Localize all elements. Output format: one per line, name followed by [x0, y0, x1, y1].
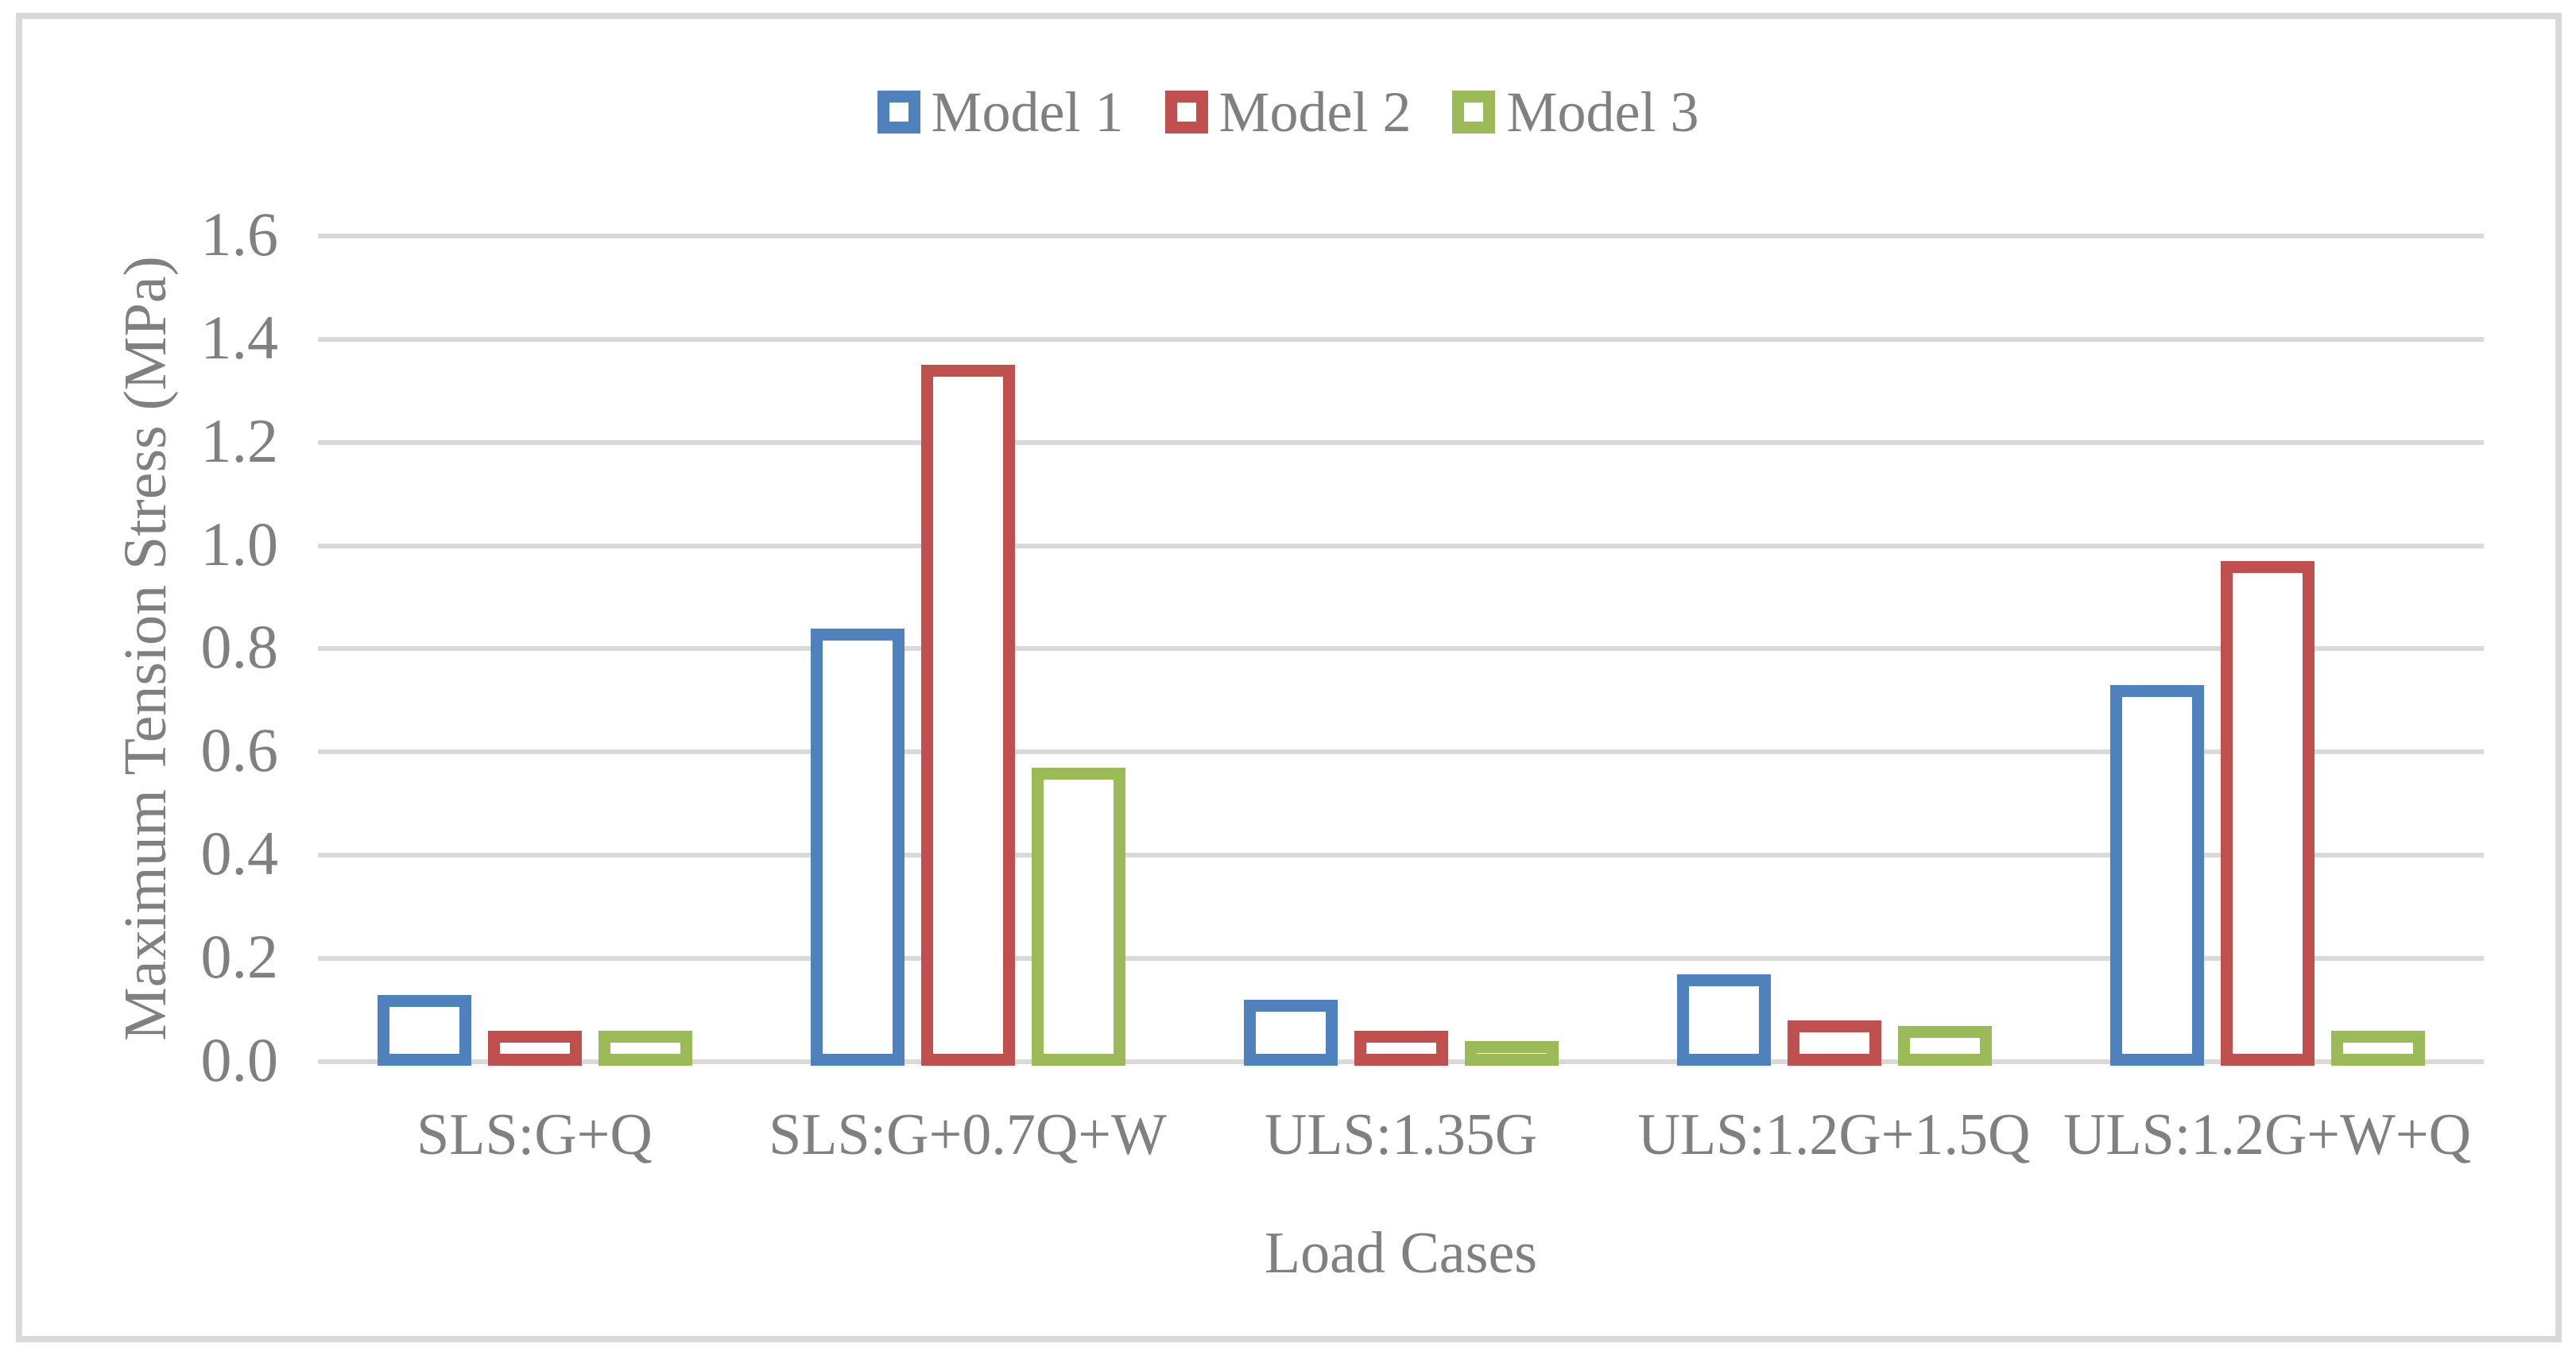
gridline	[318, 956, 2484, 962]
bar-model-1	[2109, 684, 2204, 1066]
legend-item: Model 2	[1164, 80, 1412, 144]
bar-model-2	[1354, 1031, 1448, 1066]
bar-model-3	[1031, 767, 1125, 1066]
x-category-label: ULS:1.2G+1.5Q	[1637, 1102, 2031, 1167]
y-tick-label: 0.4	[200, 819, 279, 888]
x-category-label: ULS:1.2G+W+Q	[2063, 1102, 2472, 1167]
bar-model-1	[1243, 1000, 1338, 1066]
legend-label: Model 1	[931, 80, 1124, 144]
y-tick-label: 0.2	[200, 922, 279, 992]
legend: Model 1 Model 2 Model 3	[0, 81, 2576, 143]
x-category-label: SLS:G+Q	[416, 1102, 653, 1167]
gridline	[318, 749, 2484, 755]
gridline	[318, 439, 2484, 445]
legend-swatch-icon	[1452, 91, 1496, 134]
legend-label: Model 2	[1218, 80, 1412, 144]
gridline	[318, 233, 2484, 238]
legend-swatch-icon	[1164, 91, 1208, 134]
y-tick-label: 0.8	[200, 612, 279, 682]
legend-item: Model 3	[1452, 83, 1699, 141]
x-category-label: ULS:1.35G	[1264, 1102, 1538, 1167]
bar-model-1	[1676, 974, 1771, 1066]
y-tick-label: 0.6	[200, 715, 279, 785]
y-axis-title: Maximum Tension Stress (MPa)	[112, 256, 179, 1041]
legend-item: Model 1	[877, 83, 1124, 141]
gridline	[318, 336, 2484, 342]
bar-model-1	[810, 628, 905, 1066]
legend-swatch-icon	[877, 91, 920, 134]
gridline	[318, 543, 2484, 548]
x-category-label: SLS:G+0.7Q+W	[769, 1102, 1167, 1167]
y-tick-label: 1.6	[200, 199, 279, 269]
bar-model-3	[598, 1031, 692, 1066]
x-axis-title: Load Cases	[1264, 1221, 1538, 1286]
y-tick-label: 1.0	[200, 509, 279, 579]
bar-model-2	[2220, 561, 2315, 1066]
legend-label: Model 3	[1506, 80, 1699, 144]
bar-model-3	[1897, 1025, 1992, 1066]
gridline	[318, 646, 2484, 652]
bar-model-2	[920, 365, 1015, 1066]
bar-model-2	[1787, 1020, 1881, 1066]
y-tick-label: 1.2	[200, 405, 279, 475]
bar-model-2	[487, 1031, 582, 1066]
bar-model-1	[377, 994, 471, 1066]
y-tick-label: 0.0	[200, 1025, 279, 1094]
gridline	[318, 853, 2484, 858]
y-tick-label: 1.4	[200, 302, 279, 372]
bar-model-3	[1464, 1041, 1559, 1066]
bar-model-3	[2330, 1031, 2425, 1066]
